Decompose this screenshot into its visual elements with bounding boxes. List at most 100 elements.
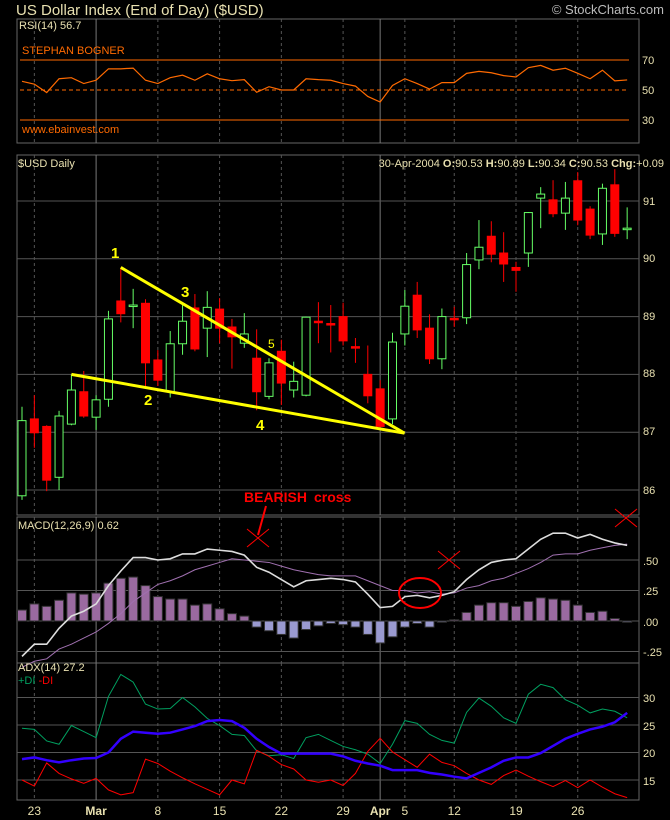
panel-frame bbox=[16, 662, 640, 801]
grid-layer bbox=[16, 18, 640, 801]
macd-histogram-bar bbox=[338, 620, 349, 626]
macd-tick-000: .00 bbox=[643, 617, 658, 629]
price-tick-90: 90 bbox=[643, 253, 655, 265]
macd-histogram-bar bbox=[350, 620, 361, 628]
adx-line bbox=[21, 711, 628, 780]
bearish-label: BEARISH bbox=[244, 489, 307, 505]
macd-histogram-bar bbox=[375, 620, 386, 644]
macd-histogram-bar bbox=[572, 604, 583, 622]
macd-histogram-bar bbox=[486, 602, 497, 622]
macd-histogram-bar bbox=[424, 620, 435, 628]
candle-body bbox=[103, 318, 113, 400]
macd-histogram-bar bbox=[202, 603, 213, 622]
macd-histogram-bar bbox=[226, 613, 237, 622]
macd-histogram-bar bbox=[214, 608, 225, 622]
low-label: L: bbox=[528, 158, 538, 170]
candle-body bbox=[66, 389, 76, 425]
candle-body bbox=[363, 373, 373, 397]
macd-tick-neg025: -.25 bbox=[643, 647, 662, 659]
candle-body bbox=[523, 212, 533, 254]
wave-label-5: 5 bbox=[268, 337, 275, 351]
macd-histogram-bar bbox=[189, 604, 200, 622]
x-tick-label: 19 bbox=[509, 804, 523, 818]
macd-histogram-bar bbox=[140, 585, 151, 622]
candle-body bbox=[215, 308, 225, 329]
macd-histogram-bar bbox=[387, 620, 398, 638]
cross-label: cross bbox=[314, 489, 352, 505]
candle-body bbox=[610, 184, 620, 234]
macd-histogram-bar bbox=[152, 596, 163, 622]
adx-tick-30: 30 bbox=[643, 693, 655, 705]
candle-body bbox=[17, 420, 27, 497]
close-value: 90.53 bbox=[581, 158, 609, 170]
macd-histogram-bar bbox=[103, 582, 114, 622]
candle-body bbox=[178, 320, 188, 345]
rsi-line bbox=[21, 64, 628, 103]
macd-histogram-bar bbox=[399, 620, 410, 628]
macd-histogram-bar bbox=[585, 611, 596, 622]
candle-body bbox=[252, 357, 262, 393]
price-tick-91: 91 bbox=[643, 196, 655, 208]
candle-body bbox=[276, 350, 286, 384]
macd-histogram-bar bbox=[362, 620, 373, 635]
candle-body bbox=[499, 252, 509, 265]
x-axis-labels: 23 Mar 8 15 22 29 Apr 5 12 19 26 bbox=[28, 804, 585, 818]
price-tick-86: 86 bbox=[643, 485, 655, 497]
candle-body bbox=[400, 305, 410, 335]
candle-body bbox=[486, 235, 496, 255]
copyright[interactable]: © StockCharts.com bbox=[552, 2, 664, 17]
open-value: 90.53 bbox=[455, 158, 483, 170]
wave-label-4: 4 bbox=[256, 417, 265, 434]
candle-body bbox=[190, 307, 200, 350]
candle-body bbox=[375, 388, 385, 427]
x-tick-label: Mar bbox=[85, 804, 107, 818]
candle-body bbox=[301, 316, 311, 396]
macd-histogram-bar bbox=[78, 593, 89, 622]
macd-histogram-bar bbox=[511, 605, 521, 622]
price-tick-89: 89 bbox=[643, 311, 655, 323]
lower-trendline bbox=[71, 372, 405, 435]
macd-histogram-bar bbox=[128, 576, 139, 622]
macd-histogram-bar bbox=[523, 600, 534, 622]
x-tick-label: 5 bbox=[402, 804, 409, 818]
di-legend: +DI -DI bbox=[18, 675, 53, 687]
candle-body bbox=[29, 418, 39, 434]
high-label: H: bbox=[486, 158, 498, 170]
cross-mark bbox=[437, 550, 461, 570]
macd-histogram-bar bbox=[17, 609, 27, 622]
macd-histogram-bar bbox=[29, 603, 40, 622]
plus-di-legend: +DI bbox=[18, 675, 35, 687]
macd-histogram-bar bbox=[548, 598, 559, 622]
candle-body bbox=[573, 180, 583, 221]
candle-body bbox=[548, 199, 558, 215]
candle-body bbox=[425, 327, 435, 360]
adx-tick-15: 15 bbox=[643, 776, 655, 788]
change-value: +0.09 bbox=[636, 158, 664, 170]
macd-histogram-bar bbox=[560, 599, 571, 622]
price-tick-88: 88 bbox=[643, 368, 655, 380]
x-tick-label: 8 bbox=[155, 804, 162, 818]
macd-histogram-bar bbox=[461, 611, 472, 622]
x-tick-label: 22 bbox=[275, 804, 289, 818]
macd-histogram-bar bbox=[609, 618, 620, 622]
macd-histogram-bar bbox=[436, 620, 447, 623]
macd-histogram-bar bbox=[325, 620, 336, 624]
x-tick-label: 26 bbox=[571, 804, 585, 818]
macd-line bbox=[21, 532, 628, 657]
candle-body bbox=[165, 343, 175, 393]
author-label: STEPHAN BOGNER bbox=[22, 45, 125, 57]
price-tick-87: 87 bbox=[643, 426, 655, 438]
x-tick-label: 15 bbox=[213, 804, 227, 818]
minus-di-legend: -DI bbox=[39, 675, 54, 687]
bearish-pointer-line bbox=[257, 505, 267, 536]
macd-histogram-bar bbox=[449, 619, 460, 622]
bullish-cross-circle bbox=[398, 577, 442, 609]
macd-histogram-bar bbox=[535, 597, 546, 622]
wave-label-2: 2 bbox=[144, 392, 152, 409]
low-value: 90.34 bbox=[538, 158, 566, 170]
macd-tick-050: .50 bbox=[643, 556, 658, 568]
adx-tick-25: 25 bbox=[643, 721, 655, 733]
macd-histogram-bar bbox=[473, 604, 484, 622]
macd-tick-025: .25 bbox=[643, 586, 658, 598]
chart-title: US Dollar Index (End of Day) ($USD) bbox=[16, 2, 264, 19]
